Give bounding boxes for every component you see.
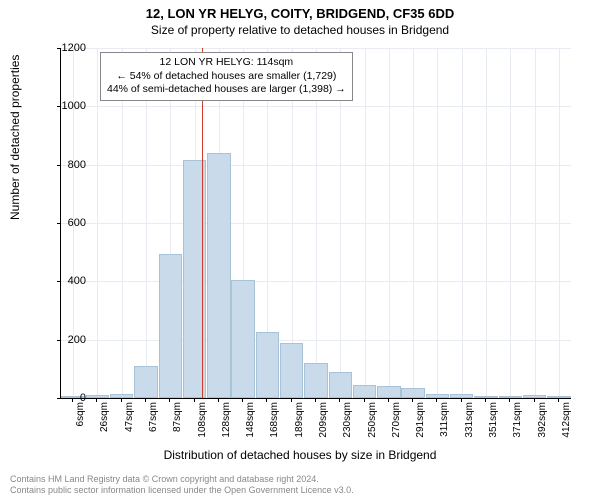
grid-line-v — [365, 48, 366, 398]
histogram-bar — [377, 386, 400, 398]
histogram-bar — [329, 372, 352, 398]
xtick-label: 230sqm — [342, 402, 353, 452]
xtick-mark — [315, 398, 316, 402]
histogram-bar — [207, 153, 230, 398]
grid-line-v — [437, 48, 438, 398]
histogram-bar — [499, 396, 522, 398]
ytick-label: 800 — [46, 159, 86, 171]
histogram-bar — [450, 394, 473, 398]
annotation-line3: 44% of semi-detached houses are larger (… — [107, 83, 346, 97]
y-axis-label: Number of detached properties — [8, 55, 22, 220]
histogram-bar — [280, 343, 303, 398]
ytick-label: 1200 — [46, 42, 86, 54]
grid-line-v — [535, 48, 536, 398]
xtick-label: 331sqm — [464, 402, 475, 452]
histogram-bar — [304, 363, 327, 398]
xtick-label: 168sqm — [269, 402, 280, 452]
xtick-mark — [145, 398, 146, 402]
ytick-label: 600 — [46, 217, 86, 229]
xtick-label: 108sqm — [197, 402, 208, 452]
xtick-label: 189sqm — [294, 402, 305, 452]
annotation-box: 12 LON YR HELYG: 114sqm ← 54% of detache… — [100, 52, 353, 101]
xtick-label: 392sqm — [537, 402, 548, 452]
annotation-line1: 12 LON YR HELYG: 114sqm — [107, 56, 346, 70]
xtick-mark — [461, 398, 462, 402]
grid-line-v — [486, 48, 487, 398]
x-axis-label: Distribution of detached houses by size … — [0, 448, 600, 462]
ytick-label: 0 — [46, 392, 86, 404]
xtick-label: 291sqm — [415, 402, 426, 452]
ytick-label: 200 — [46, 334, 86, 346]
xtick-label: 311sqm — [439, 402, 450, 452]
histogram-bar — [547, 396, 570, 398]
xtick-mark — [412, 398, 413, 402]
annotation-line2: ← 54% of detached houses are smaller (1,… — [107, 70, 346, 84]
xtick-mark — [485, 398, 486, 402]
xtick-label: 351sqm — [488, 402, 499, 452]
xtick-mark — [96, 398, 97, 402]
histogram-bar — [426, 394, 449, 398]
attribution-line1: Contains HM Land Registry data © Crown c… — [10, 474, 354, 485]
histogram-bar — [86, 395, 109, 398]
attribution-text: Contains HM Land Registry data © Crown c… — [10, 474, 354, 496]
xtick-mark — [291, 398, 292, 402]
xtick-mark — [388, 398, 389, 402]
xtick-mark — [242, 398, 243, 402]
xtick-mark — [534, 398, 535, 402]
histogram-bar — [353, 385, 376, 398]
xtick-mark — [558, 398, 559, 402]
ytick-label: 1000 — [46, 100, 86, 112]
xtick-label: 6sqm — [75, 402, 86, 452]
xtick-mark — [266, 398, 267, 402]
grid-line-v — [559, 48, 560, 398]
histogram-bar — [256, 332, 279, 398]
histogram-bar — [159, 254, 182, 398]
histogram-bar — [231, 280, 254, 398]
xtick-label: 209sqm — [318, 402, 329, 452]
xtick-mark — [121, 398, 122, 402]
xtick-label: 371sqm — [512, 402, 523, 452]
xtick-label: 128sqm — [221, 402, 232, 452]
plot-area: 12 LON YR HELYG: 114sqm ← 54% of detache… — [60, 48, 570, 398]
xtick-mark — [218, 398, 219, 402]
xtick-label: 87sqm — [172, 402, 183, 452]
xtick-mark — [509, 398, 510, 402]
xtick-label: 47sqm — [124, 402, 135, 452]
chart-title-sub: Size of property relative to detached ho… — [0, 21, 600, 37]
grid-line-v — [510, 48, 511, 398]
xtick-label: 250sqm — [367, 402, 378, 452]
xtick-label: 412sqm — [561, 402, 572, 452]
histogram-bar — [401, 388, 424, 398]
grid-line-v — [413, 48, 414, 398]
histogram-bar — [134, 366, 157, 398]
grid-line-v — [97, 48, 98, 398]
xtick-label: 67sqm — [148, 402, 159, 452]
chart-container: 12, LON YR HELYG, COITY, BRIDGEND, CF35 … — [0, 0, 600, 500]
histogram-bar — [523, 395, 546, 398]
histogram-bar — [110, 394, 133, 398]
attribution-line2: Contains public sector information licen… — [10, 485, 354, 496]
grid-line-v — [389, 48, 390, 398]
xtick-mark — [364, 398, 365, 402]
xtick-mark — [169, 398, 170, 402]
xtick-mark — [436, 398, 437, 402]
xtick-mark — [194, 398, 195, 402]
grid-line-v — [462, 48, 463, 398]
xtick-label: 148sqm — [245, 402, 256, 452]
xtick-label: 26sqm — [99, 402, 110, 452]
ytick-label: 400 — [46, 275, 86, 287]
xtick-mark — [339, 398, 340, 402]
xtick-label: 270sqm — [391, 402, 402, 452]
chart-title-main: 12, LON YR HELYG, COITY, BRIDGEND, CF35 … — [0, 0, 600, 21]
